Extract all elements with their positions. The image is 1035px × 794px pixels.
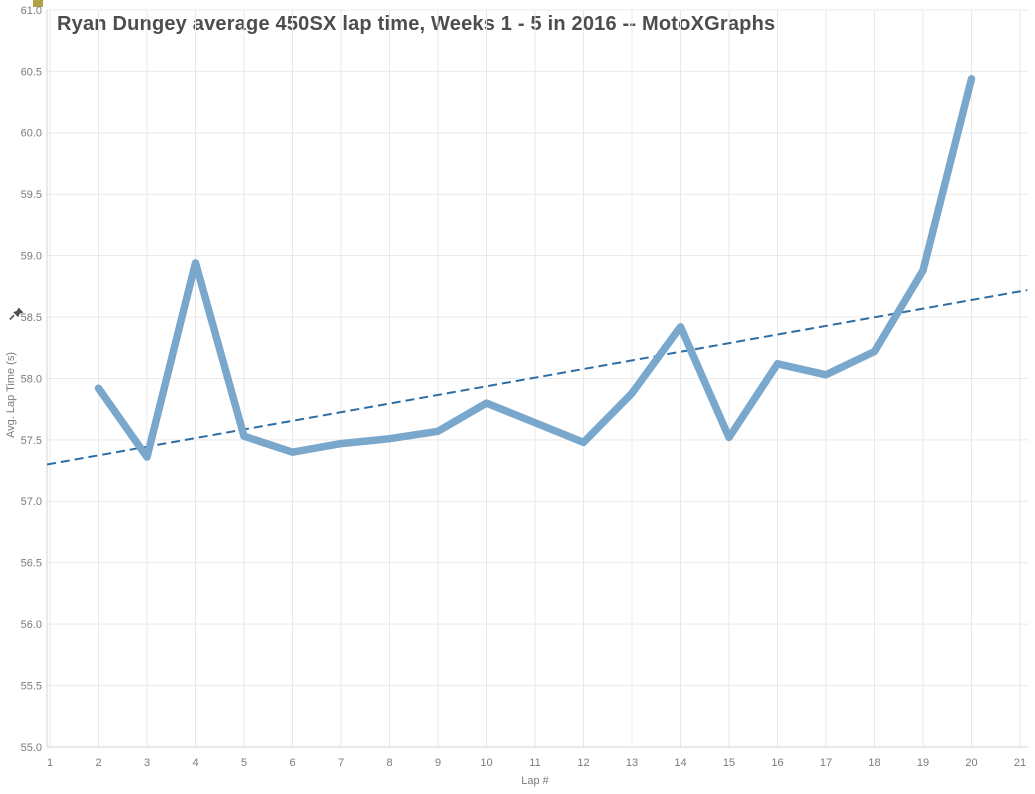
x-tick-label: 17 — [820, 757, 832, 769]
y-tick-label: 58.0 — [21, 373, 42, 385]
horizontal-gridlines — [47, 9, 1028, 748]
x-tick-label: 19 — [917, 757, 929, 769]
y-tick-label: 55.5 — [21, 680, 42, 692]
x-tick-label: 5 — [241, 757, 247, 769]
x-tick-label: 12 — [577, 757, 589, 769]
x-tick-label: 8 — [386, 757, 392, 769]
x-tick-label: 20 — [965, 757, 977, 769]
x-tick-label: 4 — [192, 757, 198, 769]
y-axis-tick-labels: 55.0 55.5 56.0 56.5 57.0 57.5 58.0 58.5 59.0 59.5… — [21, 5, 42, 754]
x-tick-label: 2 — [95, 757, 101, 769]
corner-artifact-mark — [33, 0, 43, 7]
y-tick-label: 58.5 — [21, 312, 42, 324]
x-axis-title: Lap # — [521, 775, 549, 787]
x-tick-label: 18 — [868, 757, 880, 769]
y-tick-label: 60.0 — [21, 128, 42, 140]
x-axis-tick-labels: 1 2 3 4 5 6 7 8 9 10 11 12 13 14 15 16 17 18 19 20 21 — [47, 757, 1026, 769]
x-tick-label: 15 — [723, 757, 735, 769]
x-tick-label: 14 — [674, 757, 686, 769]
x-tick-label: 13 — [626, 757, 638, 769]
x-tick-label: 11 — [529, 757, 540, 769]
y-tick-label: 57.5 — [21, 435, 42, 447]
x-tick-label: 16 — [771, 757, 783, 769]
chart-title: Ryan Dungey average 450SX lap time, Week… — [57, 13, 776, 35]
x-tick-label: 7 — [338, 757, 344, 769]
x-tick-label: 1 — [47, 757, 53, 769]
trend-line — [46, 289, 1028, 466]
x-tick-label: 3 — [144, 757, 150, 769]
lap-time-series-line[interactable] — [94, 75, 976, 461]
y-tick-label: 59.5 — [21, 189, 42, 201]
x-tick-label: 6 — [289, 757, 295, 769]
x-tick-label: 10 — [480, 757, 492, 769]
y-axis-title: Avg. Lap Time (s) — [5, 352, 17, 438]
y-tick-label: 61.0 — [21, 5, 42, 17]
x-tick-label: 21 — [1014, 757, 1026, 769]
y-tick-label: 60.5 — [21, 66, 42, 78]
y-tick-label: 57.0 — [21, 496, 42, 508]
y-tick-label: 56.0 — [21, 619, 42, 631]
y-tick-label: 59.0 — [21, 251, 42, 263]
y-tick-label: 56.5 — [21, 558, 42, 570]
x-tick-label: 9 — [435, 757, 441, 769]
y-tick-label: 55.0 — [21, 742, 42, 754]
axis-lines — [46, 10, 1028, 748]
